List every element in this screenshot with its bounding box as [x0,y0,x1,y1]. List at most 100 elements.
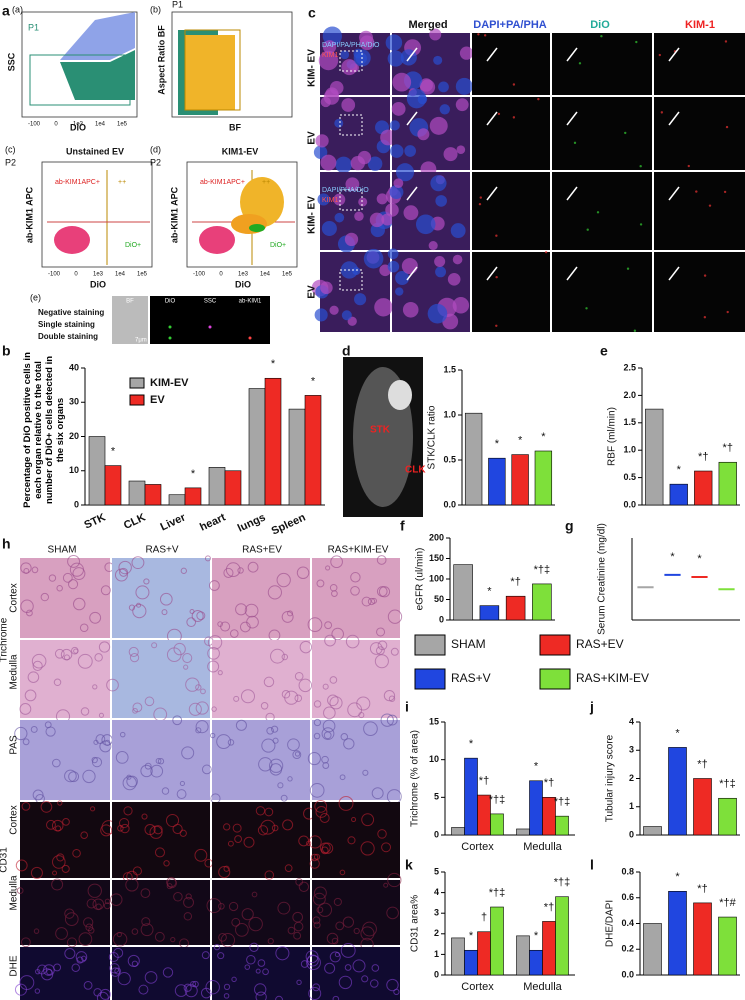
tissue [83,980,93,990]
tissue [284,864,293,873]
tissue [91,757,103,768]
annotation: *†‡ [554,877,571,889]
tissue [48,574,57,582]
cell [387,50,404,67]
tissue [57,800,63,806]
tissue [313,921,321,929]
tissue [277,782,284,789]
bar [718,797,737,836]
scatter-cloud [199,226,235,254]
y-tick-label: 5 [434,866,439,876]
annotation: *† [698,451,708,463]
tissue [26,609,33,617]
tissue [294,751,301,757]
tissue [51,878,64,891]
dot [208,325,212,329]
row-label: Trichrome [0,617,10,662]
tissue [325,565,331,571]
arrow [668,111,680,126]
tissue [126,775,138,788]
legend-swatch [414,668,446,690]
annotation: *† [723,442,733,454]
axis-tick-label: 1e5 [282,272,293,278]
tissue [99,740,112,753]
y-tick-label: 0.5 [443,454,456,464]
cell [428,241,438,251]
micrograph [472,252,550,332]
bar [694,470,713,506]
tissue [44,721,52,729]
x-tick-label: Liver [159,511,189,533]
annotation: *†‡ [719,778,736,790]
annotation: *†‡ [489,794,506,806]
tissue [353,927,360,935]
tissue [161,609,168,616]
legend-label: RAS+V [451,671,491,685]
tissue [227,739,235,746]
bar [645,408,664,506]
gate-label: ++ [262,179,270,186]
tissue [144,696,155,707]
tissue [16,887,24,894]
cell [320,96,331,108]
tissue [360,841,375,856]
y-tick-label: 0 [434,969,439,979]
cell [626,267,630,270]
y-tick-label: 1 [629,801,634,811]
tissue [31,566,39,574]
cell [395,163,415,182]
tissue [234,835,243,843]
tissue [270,648,285,664]
tissue [287,610,293,617]
arrow [486,111,498,126]
axis-tick-label: 1e4 [115,272,126,278]
micrograph [212,720,310,800]
micrograph [312,947,400,1000]
y-tick-label: 1.5 [623,417,636,427]
annotation: *† [544,777,554,789]
cell [723,190,727,194]
cell [417,94,428,105]
y-tick-label: 40 [69,362,79,372]
y-tick-label: 0 [439,614,444,624]
tissue [115,751,129,764]
sub-label: (c) [5,144,16,154]
tissue [144,823,156,836]
tissue [116,931,122,938]
tissue [32,660,43,671]
tissue [173,892,183,902]
legend-swatch [539,634,571,656]
tissue [60,648,73,661]
axis-label: Aspect Ratio BF [156,25,166,95]
tissue [313,718,322,727]
tissue [324,962,336,974]
tissue [99,988,111,1000]
tissue [264,870,275,880]
tissue [338,795,354,811]
micrograph [552,97,652,170]
tissue [361,813,375,827]
tissue [52,870,58,876]
annotation: *†‡ [534,564,551,576]
bar [477,931,491,976]
tissue [331,937,339,945]
bar [529,949,543,976]
tissue [24,689,37,702]
legend-swatch [539,668,571,690]
tissue [157,758,165,765]
panel-letter: a [2,3,10,19]
x-tick-label: Medulla [523,981,562,993]
tissue [56,585,63,592]
y-tick-label: 0.5 [623,472,636,482]
inset-label: KIM1 [322,197,338,204]
tissue [262,968,269,976]
tissue [189,609,195,615]
cell [344,232,359,247]
y-tick-label: 1 [434,949,439,959]
panel-letter: j [589,699,594,715]
tissue [223,823,231,831]
tissue [155,758,162,764]
axis-tick-label: 1e5 [117,122,128,128]
y-tick-label: 0 [74,499,79,509]
tissue [195,720,209,734]
